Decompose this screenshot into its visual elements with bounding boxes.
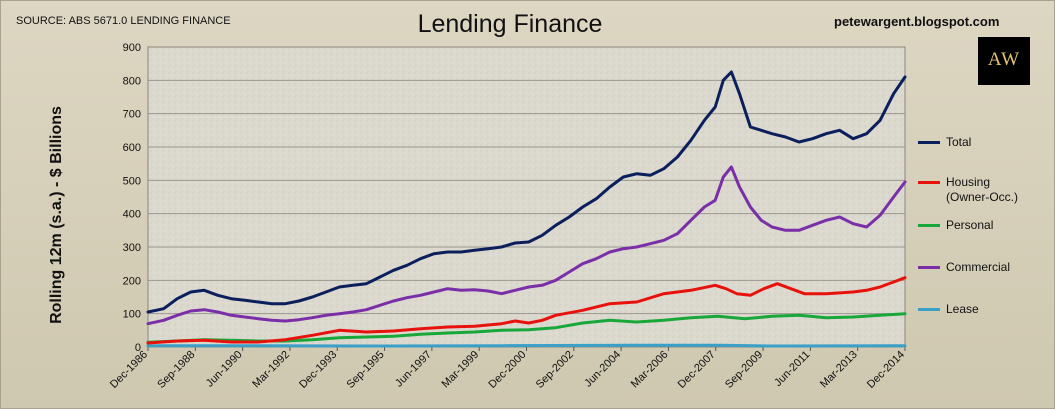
- x-tick-label: Dec-2007: [676, 349, 718, 391]
- x-tick-label: Mar-2013: [818, 349, 860, 391]
- x-tick-label: Jun-2011: [772, 349, 812, 389]
- x-tick-label: Dec-1986: [108, 349, 150, 391]
- y-tick-label: 900: [123, 42, 141, 54]
- legend-label: Personal: [946, 218, 994, 232]
- y-tick-label: 400: [123, 209, 141, 221]
- y-tick-label: 100: [123, 309, 141, 321]
- y-tick-label: 300: [123, 242, 141, 254]
- y-tick-label: 600: [123, 142, 141, 154]
- x-tick-label: Jun-1990: [204, 349, 245, 390]
- y-axis-ticks: 0 100 200 300 400 500 600 700 800 900: [123, 42, 141, 354]
- x-tick-label: Dec-1993: [297, 349, 339, 391]
- y-tick-label: 700: [123, 109, 141, 121]
- blog-url: petewargent.blogspot.com: [834, 14, 1000, 29]
- x-tick-label: Mar-1992: [250, 349, 292, 391]
- y-tick-label: 200: [123, 275, 141, 287]
- source-note: SOURCE: ABS 5671.0 LENDING FINANCE: [16, 15, 231, 27]
- x-tick-label: Mar-1999: [440, 349, 482, 391]
- gridlines: [148, 79, 905, 315]
- data-series: [146, 70, 907, 348]
- legend-swatch: [918, 141, 940, 144]
- chart-title: Lending Finance: [417, 10, 603, 38]
- series-line-total: [146, 70, 907, 314]
- plot-area: [147, 46, 906, 348]
- x-tick-label: Dec-2000: [486, 349, 528, 391]
- legend-swatch: [918, 308, 940, 311]
- series-line-commercial: [146, 165, 907, 326]
- x-tick-label: Mar-2006: [629, 349, 671, 391]
- x-tick-label: Sep-1995: [344, 349, 386, 391]
- x-axis-ticks: Dec-1986 Sep-1988 Jun-1990 Mar-1992 Dec-1993…: [108, 347, 907, 391]
- x-tick-label: Dec-2014: [865, 349, 907, 391]
- legend-swatch: [918, 181, 940, 184]
- legend-swatch: [918, 224, 940, 227]
- legend-swatch: [918, 266, 940, 269]
- aw-logo: AW: [978, 37, 1030, 85]
- legend-label: Total: [946, 135, 972, 149]
- logo-text: AW: [987, 49, 1021, 70]
- x-tick-label: Sep-2002: [534, 349, 576, 391]
- legend-label: Housing (Owner-Occ.): [946, 175, 1018, 204]
- legend-label: Commercial: [946, 260, 1011, 274]
- x-tick-label: Jun-1997: [393, 349, 434, 390]
- x-tick-label: Sep-2009: [723, 349, 765, 391]
- y-tick-label: 800: [123, 75, 141, 87]
- y-tick-label: 500: [123, 175, 141, 187]
- y-tick-label: 0: [135, 342, 141, 354]
- x-tick-label: Sep-1988: [155, 349, 197, 391]
- x-tick-label: Jun-2004: [582, 349, 623, 390]
- legend-label: Lease: [946, 302, 979, 316]
- series-line-lease: [146, 343, 907, 348]
- series-line-housing: [146, 276, 907, 345]
